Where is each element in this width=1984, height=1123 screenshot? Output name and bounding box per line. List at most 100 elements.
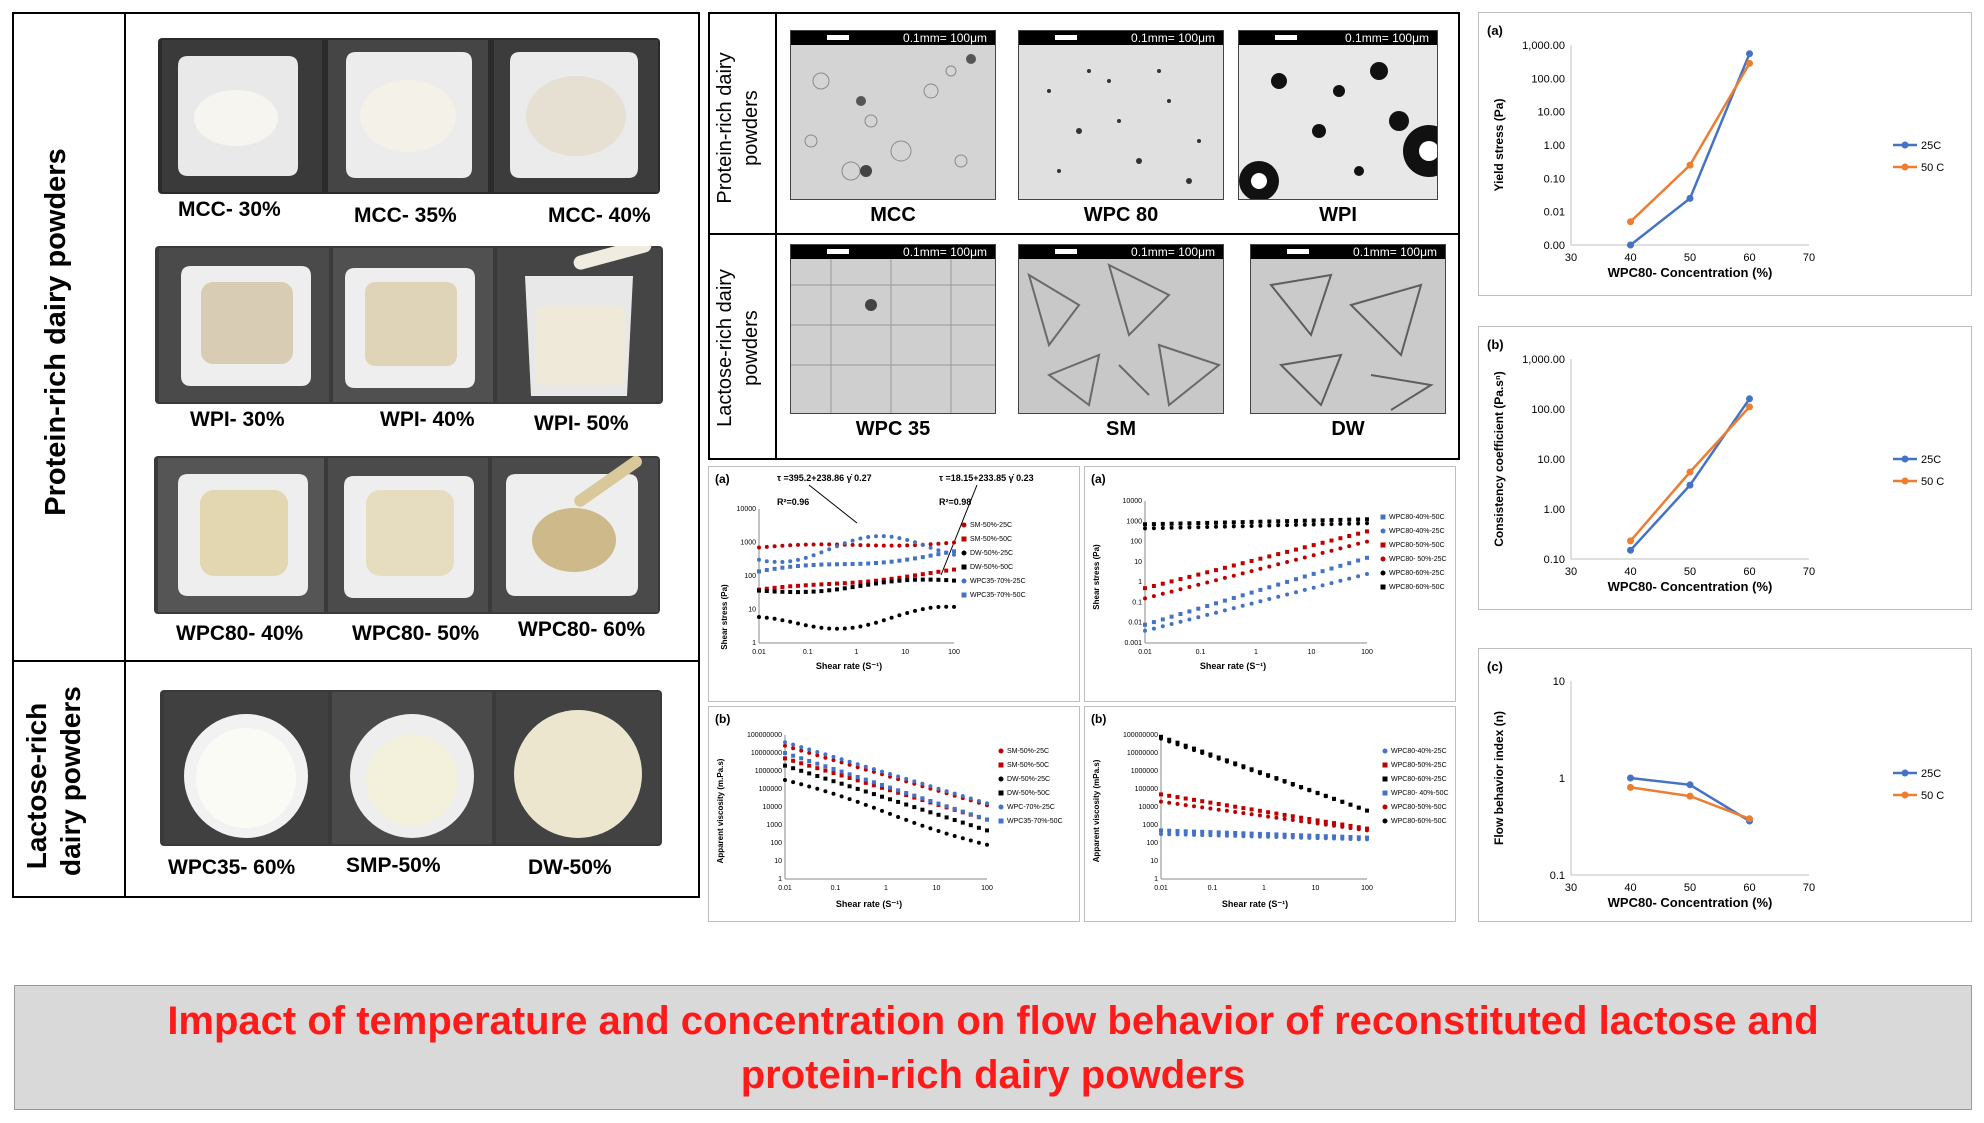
y-tick-label: 10: [774, 858, 782, 865]
y-tick-label: 100000000: [747, 732, 782, 739]
data-point: [1267, 564, 1272, 569]
legend-entry: DW-50%-50C: [970, 564, 1013, 571]
data-point: [976, 825, 981, 830]
data-point: [1224, 803, 1229, 808]
scale-bar: 0.1mm= 100μm: [1019, 245, 1223, 259]
data-point: [871, 792, 876, 797]
data-point: [850, 585, 855, 590]
data-point: [1143, 526, 1147, 531]
data-point: [855, 765, 860, 770]
data-point: [1294, 590, 1298, 595]
data-point: [835, 562, 839, 567]
data-point: [831, 771, 836, 776]
data-point: [1267, 597, 1272, 601]
data-point: [944, 831, 949, 836]
caption-smp-50: SMP-50%: [346, 854, 441, 877]
x-tick-label: 100: [948, 649, 960, 656]
fit-equation-1: τ =395.2+238.86 γ̇ 0.27: [777, 473, 872, 483]
micro-protein-label: Protein-rich dairy powders: [714, 52, 762, 204]
data-point: [811, 563, 816, 567]
data-point: [1329, 581, 1334, 586]
data-point: [1285, 592, 1290, 597]
data-point: [819, 542, 824, 547]
fit-r2-1: R²=0.96: [777, 497, 809, 507]
data-point: [1208, 830, 1213, 835]
data-point: [1208, 800, 1213, 805]
legend-entry: WPC80-40%-25C: [1389, 528, 1445, 535]
data-point: [1356, 805, 1361, 810]
data-point: [1274, 811, 1279, 816]
data-point: [791, 758, 796, 763]
y-tick-label: 10: [1134, 559, 1142, 566]
data-point: [819, 589, 824, 594]
data-point: [1231, 520, 1236, 525]
data-point: [1746, 403, 1753, 411]
data-point: [1320, 569, 1325, 574]
legend-marker: [998, 776, 1004, 782]
data-point: [1216, 756, 1221, 761]
data-point: [1347, 576, 1352, 581]
legend-marker: [1901, 141, 1909, 149]
data-point: [920, 572, 925, 577]
data-point: [819, 562, 824, 567]
data-point: [1338, 517, 1343, 522]
data-point: [920, 781, 925, 786]
data-point: [976, 814, 981, 819]
data-point: [1224, 830, 1229, 835]
data-point: [823, 768, 828, 773]
x-tick-label: 70: [1803, 252, 1815, 264]
data-point: [880, 794, 884, 799]
data-point: [1249, 524, 1254, 528]
caption-wpc80-50: WPC80- 50%: [352, 622, 480, 645]
y-tick-label: 1000000: [755, 768, 782, 775]
data-point: [835, 587, 839, 592]
data-point: [855, 778, 860, 783]
data-point: [764, 544, 769, 549]
data-point: [881, 618, 886, 623]
data-point: [1320, 518, 1325, 523]
data-point: [788, 584, 793, 589]
data-point: [1347, 561, 1352, 566]
data-point: [1323, 822, 1328, 827]
data-point: [1257, 831, 1262, 836]
scale-bar: 0.1mm= 100μm: [1239, 31, 1437, 45]
legend-entry: WPC80- 40%-50C: [1391, 790, 1449, 797]
data-point: [842, 562, 847, 567]
data-point: [874, 543, 878, 548]
data-point: [788, 619, 793, 624]
data-point: [1323, 794, 1328, 799]
x-tick-label: 40: [1624, 252, 1636, 264]
data-point: [968, 823, 973, 828]
y-tick-label: 1: [778, 876, 782, 883]
data-point: [960, 836, 965, 841]
data-point: [1329, 548, 1334, 553]
data-point: [952, 818, 957, 822]
legend-marker: [1380, 556, 1386, 562]
data-point: [1267, 585, 1272, 590]
data-point: [1231, 606, 1236, 611]
data-point: [1183, 745, 1188, 750]
data-point: [881, 543, 886, 548]
data-point: [1338, 546, 1343, 551]
data-point: [1200, 829, 1205, 834]
y-tick-label: 10000: [763, 804, 783, 811]
data-point: [842, 581, 847, 586]
data-point: [1332, 834, 1336, 839]
data-point: [1160, 521, 1165, 526]
data-point: [880, 783, 884, 787]
data-point: [1627, 783, 1634, 791]
data-point: [897, 543, 902, 548]
data-point: [889, 576, 894, 581]
data-point: [1627, 241, 1634, 249]
legend-entry: DW-50%-25C: [970, 550, 1013, 557]
data-point: [1196, 582, 1201, 587]
data-point: [1257, 771, 1262, 776]
data-point: [764, 589, 769, 593]
data-point: [855, 786, 860, 791]
data-point: [815, 750, 820, 754]
y-tick-label: 100.00: [1531, 404, 1565, 416]
fit-equation-2: τ =18.15+233.85 γ̇ 0.23: [939, 473, 1034, 483]
data-point: [1365, 555, 1369, 560]
data-point: [827, 562, 832, 567]
y-tick-label: 100.00: [1531, 73, 1565, 85]
